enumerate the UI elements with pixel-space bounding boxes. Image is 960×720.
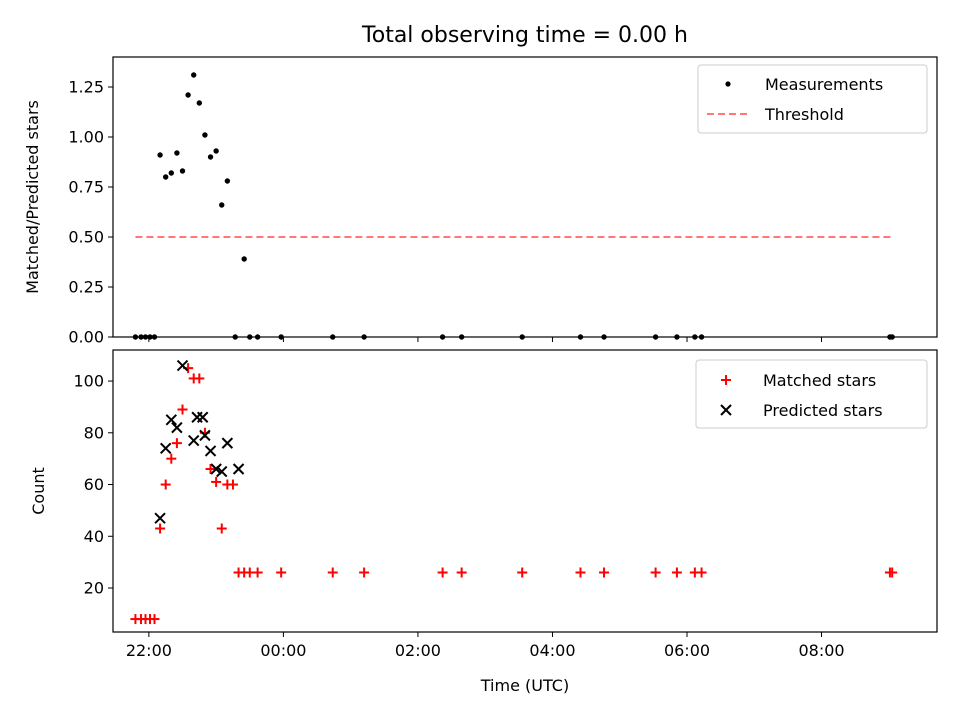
- predicted-stars-point: [210, 463, 222, 475]
- matched-stars-point: [575, 567, 586, 578]
- bottom-y-tick-label: 80: [84, 423, 104, 442]
- predicted-stars-point: [221, 437, 234, 449]
- bottom-y-axis-label: Count: [29, 467, 48, 515]
- top-axes-frame: [112, 56, 938, 338]
- predicted-stars-point: [196, 411, 209, 423]
- measurement-point: [196, 100, 203, 106]
- x-tick-label: 22:00: [126, 641, 172, 660]
- matched-stars-point: [252, 567, 263, 578]
- matched-stars-point: [887, 567, 898, 578]
- measurement-point: [213, 148, 219, 154]
- legend-plus: [721, 375, 731, 385]
- measurement-point: [191, 72, 197, 78]
- measurement-point: [157, 152, 163, 158]
- predicted-stars-legend-marker: [720, 404, 732, 416]
- x-tick-label: 08:00: [798, 641, 844, 660]
- predicted-stars-point: [199, 429, 211, 442]
- measurement-point: [162, 174, 169, 180]
- predicted-stars-point: [188, 434, 200, 447]
- top-y-tick-label: 0.50: [68, 228, 104, 247]
- measurements-legend-marker: [725, 81, 731, 87]
- measurement-point: [168, 170, 174, 176]
- top-y-tick-label: 1.00: [68, 128, 104, 147]
- matched-stars-point: [149, 614, 160, 625]
- matched-stars-point: [166, 453, 177, 464]
- predicted-stars-point: [232, 463, 245, 475]
- x-tick-label: 06:00: [664, 641, 710, 660]
- bottom-y-ticks: 20 40 60 80 100: [73, 372, 113, 598]
- predicted-stars-point: [204, 445, 217, 457]
- top-y-axis-label: Matched/Predicted stars: [23, 100, 42, 294]
- measurement-point: [202, 132, 208, 138]
- matched-stars-point: [155, 523, 166, 534]
- matched-stars-point: [517, 567, 528, 578]
- measurement-point: [207, 154, 214, 160]
- bottom-y-tick-label: 40: [84, 527, 104, 546]
- bottom-y-tick-label: 100: [73, 372, 104, 391]
- predicted-stars-point: [216, 465, 228, 478]
- top-panel: 0.00 0.25 0.50 0.75 1.00 1.25 Matched/Predict…: [23, 56, 938, 347]
- legend-label-predicted-stars: Predicted stars: [763, 401, 883, 420]
- top-y-tick-label: 1.25: [68, 78, 104, 97]
- legend-label-threshold: Threshold: [764, 105, 844, 124]
- top-y-tick-label: 0.75: [68, 178, 104, 197]
- matched-stars-point: [227, 479, 238, 490]
- top-y-ticks: 0.00 0.25 0.50 0.75 1.00 1.25: [68, 78, 113, 347]
- legend-label-matched-stars: Matched stars: [763, 371, 876, 390]
- matched-stars-point: [599, 567, 610, 578]
- x-tick-label: 02:00: [395, 641, 441, 660]
- top-legend: Measurements Threshold: [697, 64, 928, 134]
- matched-stars-point: [194, 373, 205, 384]
- bottom-axes-frame: [112, 349, 938, 633]
- bottom-legend: Matched stars Predicted stars: [695, 359, 928, 429]
- predicted-stars-point: [165, 414, 178, 426]
- predicted-stars-point: [154, 512, 166, 524]
- measurement-point: [185, 92, 191, 98]
- predicted-stars-point: [171, 421, 183, 434]
- bottom-y-tick-label: 60: [84, 475, 104, 494]
- top-legend-box: [697, 64, 928, 134]
- matched-stars-point: [276, 567, 287, 578]
- predicted-stars-points: [154, 359, 245, 524]
- legend-cross: [720, 404, 732, 416]
- matched-stars-point: [696, 567, 707, 578]
- bottom-y-tick-label: 20: [84, 579, 104, 598]
- bottom-panel: 20 40 60 80 100 22:00 00:00 02:00 04:00 06:00 08:…: [29, 337, 938, 695]
- matched-stars-point: [160, 479, 171, 490]
- matched-stars-point: [650, 567, 661, 578]
- x-tick-label: 00:00: [260, 641, 306, 660]
- measurement-point: [174, 150, 180, 156]
- matched-stars-point: [216, 523, 227, 534]
- measurement-point: [241, 256, 247, 262]
- matched-stars-point: [211, 476, 222, 487]
- predicted-stars-point: [159, 442, 172, 455]
- x-tick-label: 04:00: [529, 641, 575, 660]
- measurement-point: [224, 178, 231, 184]
- bottom-legend-box: [695, 359, 928, 429]
- matched-stars-legend-marker: [721, 375, 731, 385]
- x-axis-label: Time (UTC): [480, 676, 569, 695]
- matched-stars-point: [437, 567, 448, 578]
- x-ticks: 22:00 00:00 02:00 04:00 06:00 08:00: [126, 337, 845, 660]
- legend-label-measurements: Measurements: [765, 75, 883, 94]
- predicted-stars-point: [176, 359, 189, 372]
- matched-stars-point: [177, 404, 188, 415]
- measurement-point: [219, 202, 225, 208]
- top-y-tick-label: 0.25: [68, 278, 104, 297]
- top-y-tick-label: 0.00: [68, 328, 104, 347]
- matched-stars-point: [456, 567, 467, 578]
- matched-stars-point: [359, 567, 370, 578]
- matched-stars-point: [171, 438, 182, 449]
- matched-stars-point: [205, 464, 216, 475]
- measurement-point: [179, 168, 186, 174]
- chart-title: Total observing time = 0.00 h: [361, 23, 688, 48]
- matched-stars-point: [671, 567, 682, 578]
- matched-stars-point: [327, 567, 338, 578]
